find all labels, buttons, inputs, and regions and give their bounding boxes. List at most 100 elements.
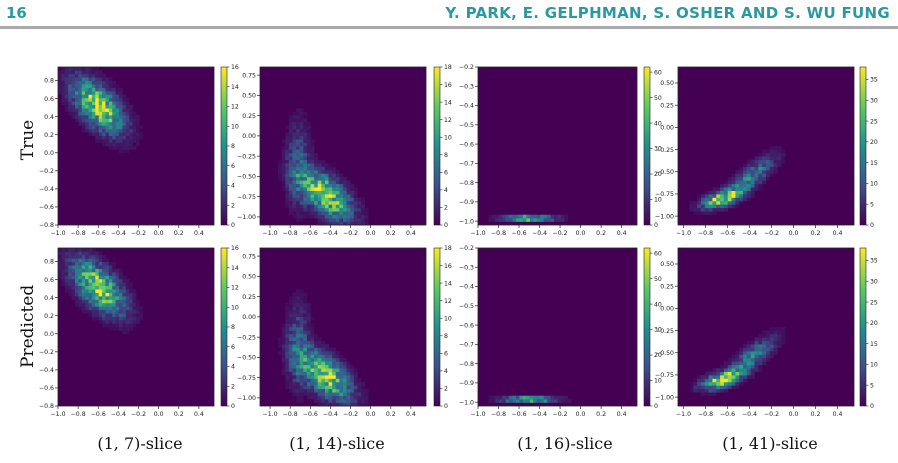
heatmap-cell: [281, 166, 286, 171]
x-tick-label: 0.2: [174, 230, 184, 237]
heatmap-cell: [310, 146, 315, 150]
heatmap-cell: [567, 399, 572, 403]
colorbar-tick-label: 35: [870, 77, 878, 84]
heatmap-cell: [119, 135, 123, 140]
heatmap-cell: [332, 385, 337, 390]
heatmap-cell: [324, 207, 329, 212]
heatmap-cell: [296, 190, 300, 195]
heatmap-cell: [777, 337, 782, 342]
heatmap-cell: [74, 302, 79, 307]
heatmap-cell: [335, 173, 340, 178]
heatmap-cell: [125, 292, 130, 297]
y-tick-label: −0.75: [655, 191, 674, 198]
heatmap-cell: [61, 275, 66, 280]
colorbar-tick-label: 40: [654, 301, 662, 308]
heatmap-cell: [91, 316, 96, 321]
heatmap-cell: [777, 146, 782, 150]
heatmap-cell: [288, 327, 293, 331]
heatmap-cell: [727, 385, 732, 390]
heatmap-cell: [112, 146, 116, 150]
heatmap-cell: [281, 149, 286, 154]
heatmap-cell: [364, 211, 369, 215]
heatmap-cell: [743, 347, 748, 352]
heatmap-cell: [743, 371, 748, 376]
heatmap-cell: [758, 340, 763, 345]
heatmap-cell: [735, 204, 740, 209]
heatmap-cell: [550, 218, 555, 222]
x-tick-label: −0.6: [91, 411, 106, 418]
heatmap-cell: [317, 166, 322, 171]
x-tick-label: 0.4: [833, 411, 843, 418]
heatmap-cell: [288, 340, 293, 345]
heatmap-cell: [136, 128, 140, 133]
heatmap-cell: [108, 104, 113, 109]
heatmap-cell: [105, 121, 110, 126]
colorbar-tick-label: 16: [444, 82, 452, 89]
colorbar-tick-label: 14: [444, 280, 452, 287]
heatmap-cell: [306, 378, 311, 383]
heatmap-cell: [71, 70, 76, 75]
colorbar-tick-label: 2: [231, 383, 235, 390]
heatmap-cell: [708, 392, 713, 396]
heatmap-cell: [98, 97, 103, 102]
heatmap-cell: [81, 292, 86, 297]
heatmap-cell: [306, 323, 311, 328]
heatmap-cell: [285, 361, 290, 366]
heatmap-cell: [505, 399, 510, 403]
heatmap-cell: [88, 67, 93, 71]
heatmap-cell: [335, 218, 340, 222]
heatmap-cell: [743, 357, 748, 362]
heatmap-cell: [132, 135, 137, 140]
heatmap-cell: [766, 351, 771, 355]
heatmap-cell: [314, 357, 319, 362]
heatmap-cell: [74, 108, 79, 112]
heatmap-cell: [746, 190, 751, 195]
y-tick-label: 0.00: [660, 125, 674, 132]
heatmap-cell: [766, 149, 771, 154]
heatmap-cell: [332, 194, 337, 198]
heatmap-cell: [296, 327, 300, 331]
heatmap-cell: [735, 351, 740, 355]
heatmap-cell: [281, 351, 286, 355]
heatmap-cell: [98, 289, 103, 293]
heatmap-cell: [281, 176, 286, 181]
heatmap-cell: [64, 251, 69, 256]
heatmap-cell: [112, 108, 116, 112]
heatmap-cell: [288, 333, 293, 338]
heatmap-cell: [296, 121, 300, 126]
heatmap-cell: [353, 392, 358, 396]
heatmap-cell: [317, 211, 322, 215]
heatmap-cell: [773, 340, 778, 345]
heatmap-cell: [310, 197, 315, 202]
heatmap-cell: [750, 357, 755, 362]
heatmap-cell: [314, 163, 319, 167]
heatmap-cell: [303, 327, 308, 331]
heatmap-cell: [739, 166, 744, 171]
heatmap-cell: [712, 207, 717, 212]
heatmap-cell: [516, 399, 520, 403]
heatmap-cell: [299, 135, 304, 140]
heatmap-cell: [735, 381, 740, 386]
heatmap-cell: [64, 108, 69, 112]
heatmap-cell: [339, 368, 344, 372]
heatmap-cell: [68, 94, 72, 99]
heatmap-cell: [105, 278, 110, 283]
heatmap-cell: [328, 371, 333, 376]
heatmap-cell: [353, 218, 358, 222]
heatmap-cell: [95, 265, 99, 269]
heatmap-cell: [58, 258, 62, 263]
heatmap-cell: [303, 333, 308, 338]
heatmap-cell: [704, 204, 709, 209]
heatmap-cell: [324, 218, 329, 222]
heatmap-cell: [693, 388, 698, 393]
heatmap-cell: [129, 299, 133, 304]
heatmap-cell: [71, 282, 76, 287]
heatmap-cell: [324, 344, 329, 348]
colorbar-tick-label: 6: [231, 163, 235, 170]
heatmap-cell: [317, 187, 322, 191]
heatmap-cell: [299, 388, 304, 393]
heatmap-cell: [108, 135, 113, 140]
heatmap-cell: [132, 111, 137, 116]
heatmap-cell: [58, 77, 62, 82]
heatmap-cell: [125, 282, 130, 287]
